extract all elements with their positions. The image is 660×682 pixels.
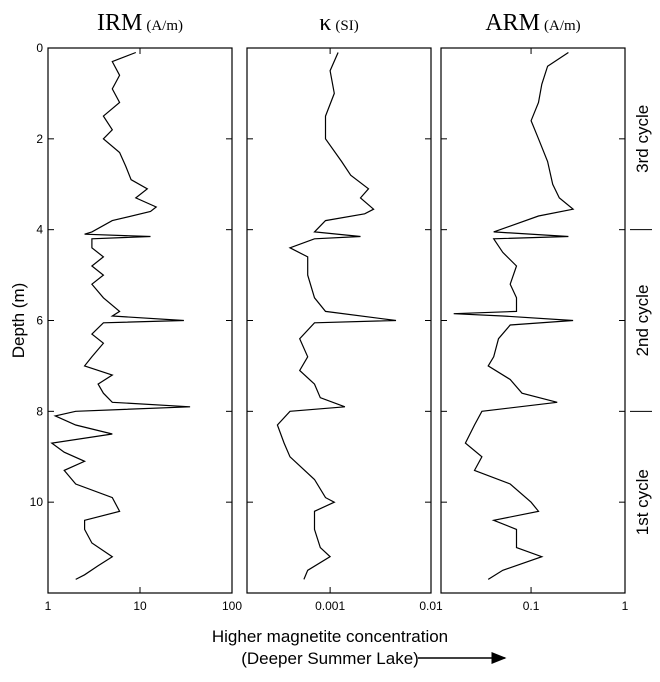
x-tick-label: 1 (622, 599, 629, 613)
cycle-label: 2nd cycle (633, 285, 652, 357)
y-tick-label: 8 (36, 404, 43, 418)
unit: (A/m) (544, 18, 581, 34)
data-line (453, 51, 575, 580)
x-tick-label: 0.001 (315, 599, 345, 613)
panel-title: IRM (A/m) (97, 10, 183, 36)
y-tick-label: 4 (36, 223, 43, 237)
panel-frame (440, 47, 626, 594)
cycle-label: 1st cycle (633, 469, 652, 535)
x-label: (Deeper Summer Lake) (241, 649, 419, 668)
x-label: Higher magnetite concentration (212, 627, 448, 646)
unit: (A/m) (146, 18, 183, 34)
panel-frame (246, 47, 432, 594)
cycle-label: 3rd cycle (633, 105, 652, 173)
y-tick-label: 2 (36, 132, 43, 146)
title: ARM (485, 10, 540, 36)
unit: (SI) (335, 18, 358, 34)
title: κ (319, 10, 331, 36)
panel-title: ARM (A/m) (485, 10, 580, 36)
data-line (50, 51, 191, 580)
data-line (276, 52, 397, 580)
y-tick-label: 10 (30, 495, 44, 509)
title: IRM (97, 10, 142, 36)
x-tick-label: 100 (222, 599, 242, 613)
x-tick-label: 0.1 (523, 599, 540, 613)
x-tick-label: 0.01 (419, 599, 443, 613)
y-tick-label: 6 (36, 314, 43, 328)
y-label: Depth (m) (9, 283, 28, 359)
x-tick-label: 1 (45, 599, 52, 613)
panel-title: κ (SI) (319, 10, 358, 36)
panel-frame (47, 47, 233, 594)
x-tick-label: 10 (133, 599, 147, 613)
y-tick-label: 0 (36, 41, 43, 55)
